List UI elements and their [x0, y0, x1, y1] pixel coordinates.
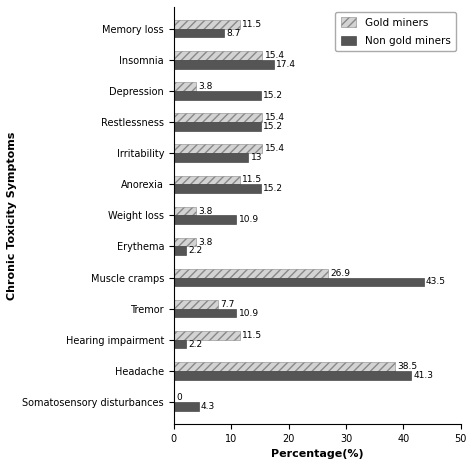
Text: 4.3: 4.3: [201, 402, 215, 411]
Bar: [174, 29, 224, 37]
Text: 13: 13: [251, 153, 262, 162]
Bar: [174, 122, 261, 131]
Bar: [174, 300, 218, 308]
Bar: [174, 308, 237, 317]
Text: 15.4: 15.4: [264, 113, 284, 122]
Text: 38.5: 38.5: [397, 362, 417, 371]
Text: 17.4: 17.4: [276, 60, 296, 69]
X-axis label: Percentage(%): Percentage(%): [271, 449, 364, 459]
Bar: [174, 371, 411, 380]
Bar: [174, 91, 261, 100]
Bar: [174, 278, 424, 286]
Bar: [174, 184, 261, 193]
Text: 0: 0: [176, 393, 182, 402]
Text: 10.9: 10.9: [239, 215, 259, 224]
Bar: [174, 215, 237, 224]
Text: 41.3: 41.3: [413, 371, 433, 380]
Bar: [174, 51, 262, 60]
Text: 26.9: 26.9: [330, 269, 351, 278]
Bar: [174, 402, 199, 411]
Bar: [174, 340, 186, 349]
Text: 8.7: 8.7: [226, 28, 240, 38]
Text: 10.9: 10.9: [239, 308, 259, 317]
Text: 15.4: 15.4: [264, 51, 284, 60]
Bar: [174, 362, 395, 371]
Bar: [174, 238, 196, 247]
Bar: [174, 113, 262, 122]
Bar: [174, 176, 240, 184]
Text: 2.2: 2.2: [189, 340, 203, 349]
Text: 15.2: 15.2: [264, 91, 283, 100]
Text: 3.8: 3.8: [198, 82, 212, 91]
Bar: [174, 206, 196, 215]
Text: 15.4: 15.4: [264, 144, 284, 153]
Text: 15.2: 15.2: [264, 122, 283, 131]
Bar: [174, 60, 273, 69]
Text: 15.2: 15.2: [264, 184, 283, 193]
Text: 11.5: 11.5: [242, 20, 262, 29]
Text: 11.5: 11.5: [242, 331, 262, 340]
Bar: [174, 144, 262, 153]
Text: 43.5: 43.5: [426, 277, 446, 287]
Text: 2.2: 2.2: [189, 247, 203, 255]
Bar: [174, 153, 248, 162]
Bar: [174, 269, 328, 278]
Text: 3.8: 3.8: [198, 206, 212, 215]
Bar: [174, 331, 240, 340]
Bar: [174, 247, 186, 255]
Text: 3.8: 3.8: [198, 238, 212, 247]
Y-axis label: Chronic Toxicity Symptoms: Chronic Toxicity Symptoms: [7, 131, 17, 300]
Legend: Gold miners, Non gold miners: Gold miners, Non gold miners: [336, 12, 456, 51]
Bar: [174, 20, 240, 29]
Text: 7.7: 7.7: [220, 300, 235, 309]
Bar: [174, 82, 196, 91]
Text: 11.5: 11.5: [242, 175, 262, 185]
